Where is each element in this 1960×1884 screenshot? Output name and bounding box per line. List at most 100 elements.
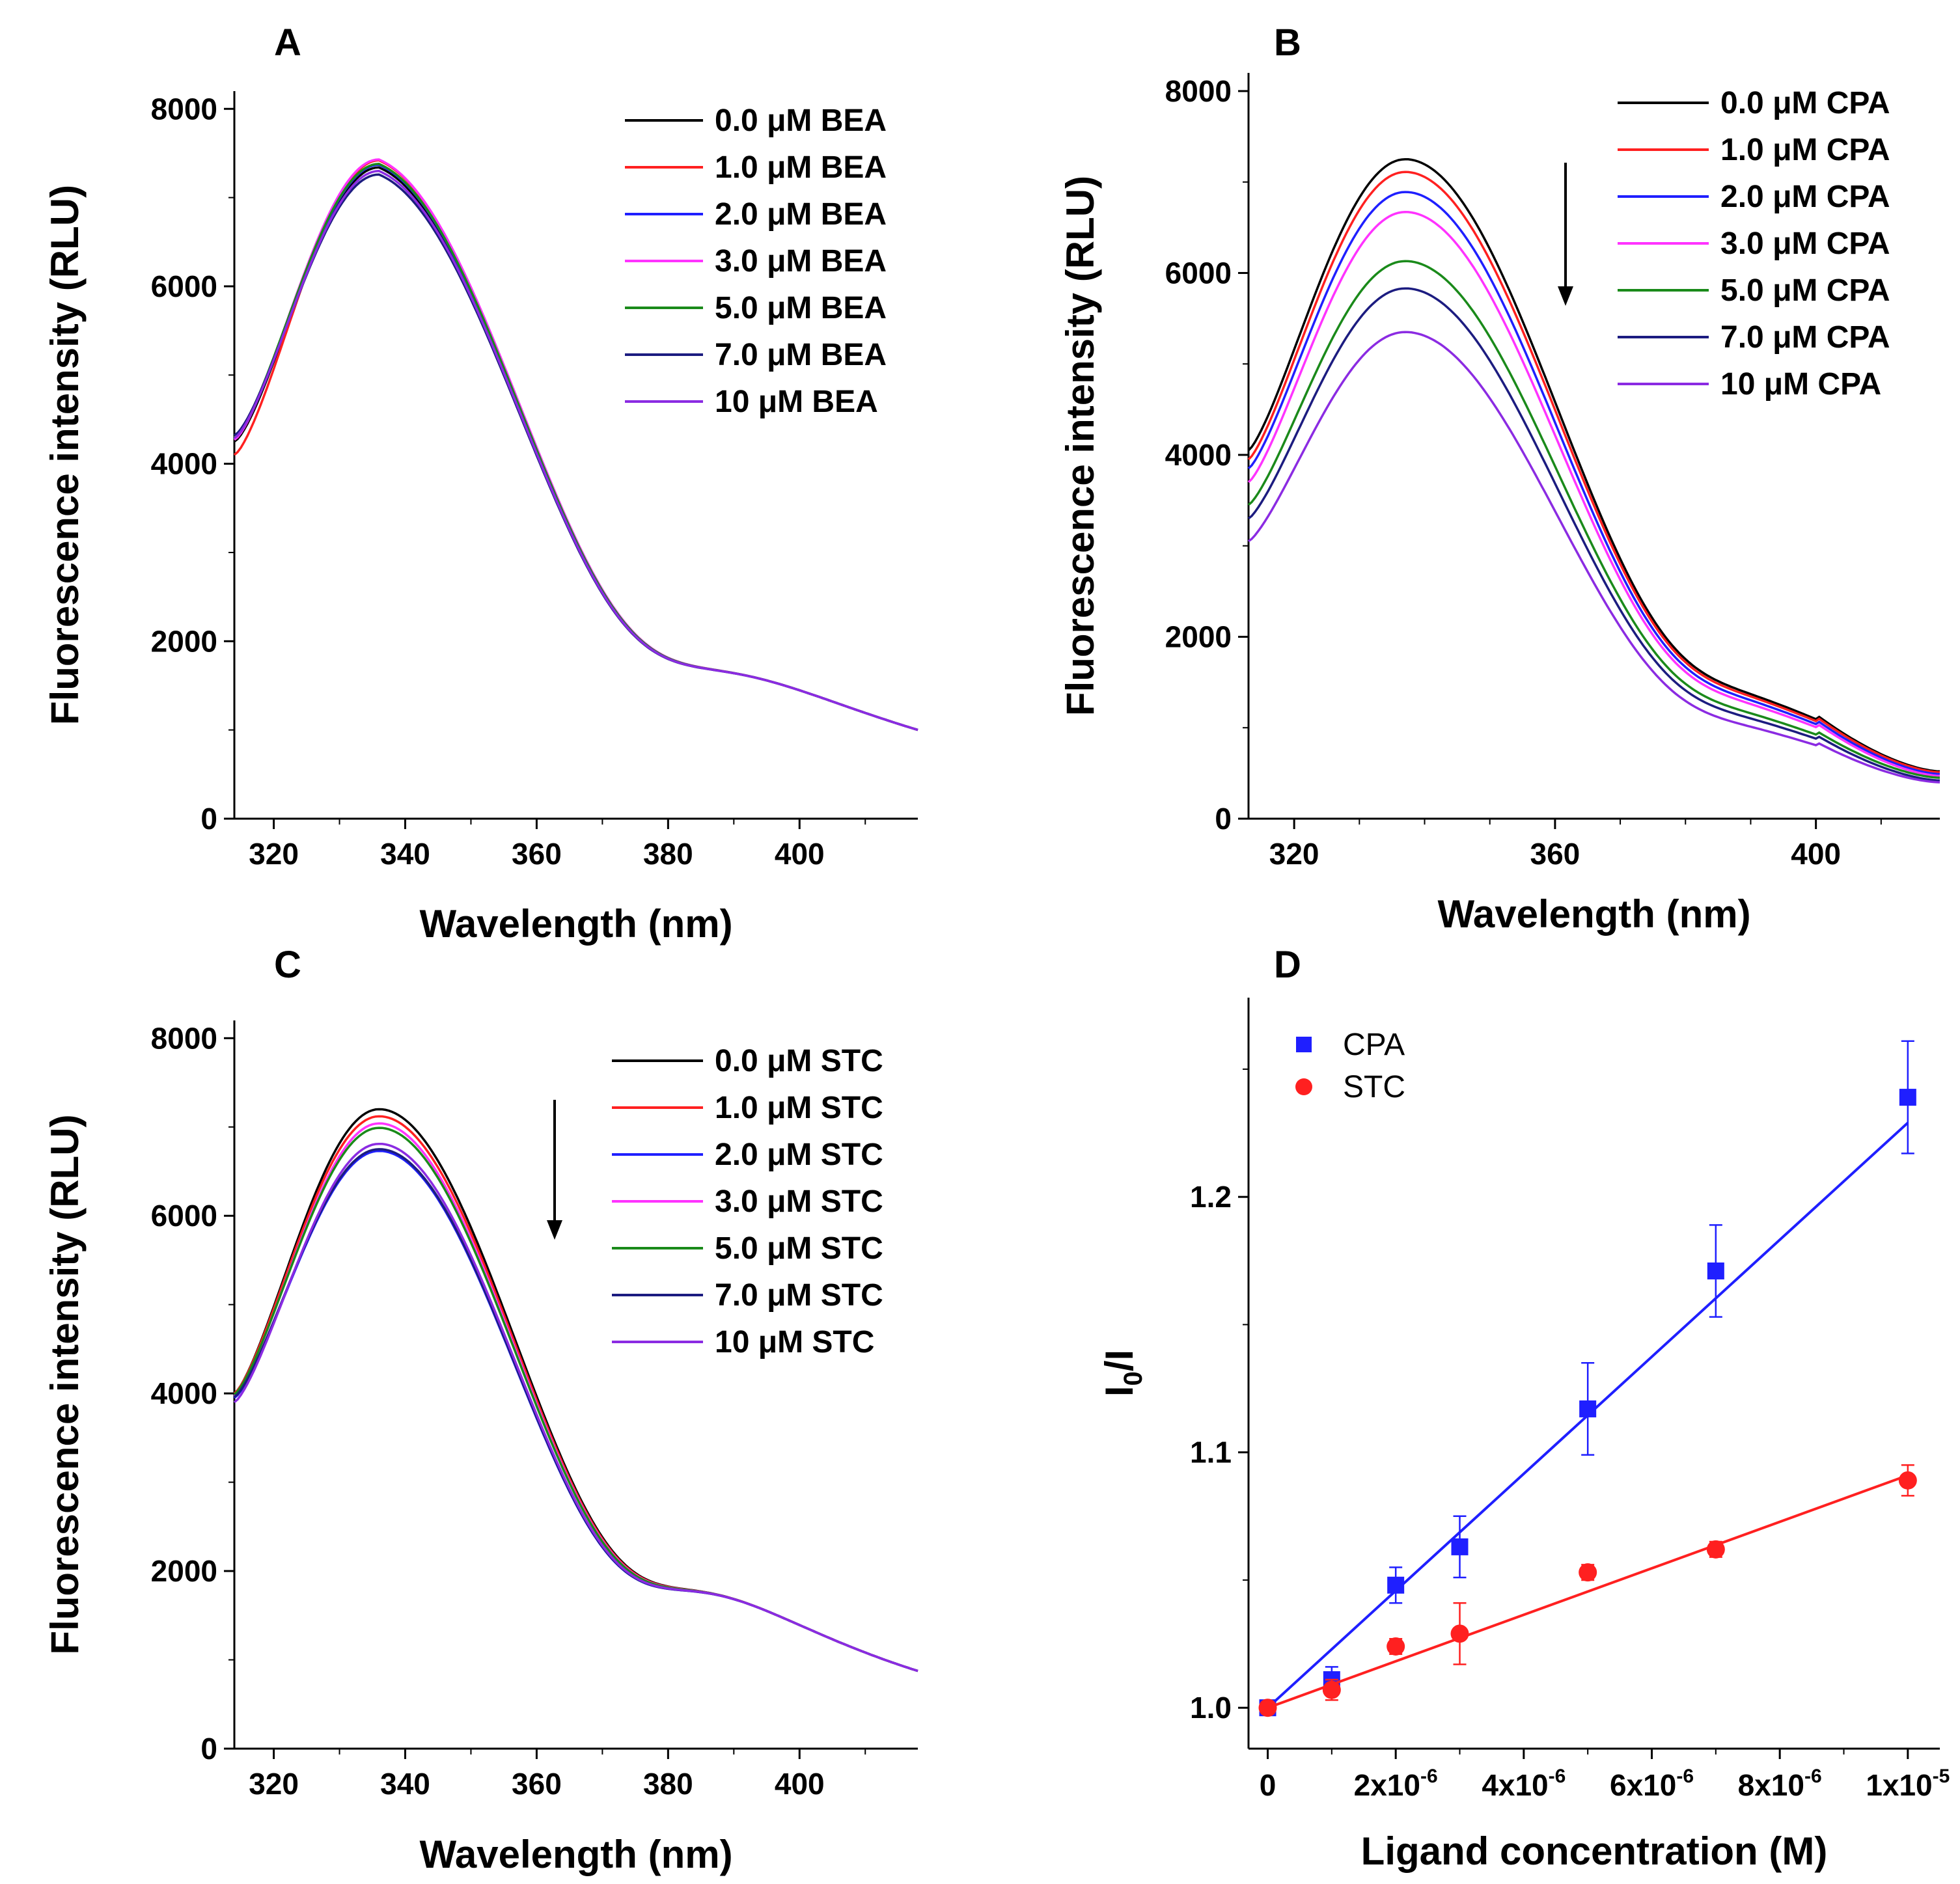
x-tick-label: 400: [775, 1767, 825, 1801]
data-point: [1706, 1540, 1725, 1559]
y-tick-label: 0: [200, 802, 217, 836]
x-tick-exponent: -6: [1420, 1766, 1438, 1787]
panel-label: C: [274, 944, 301, 986]
fit-line: [1267, 1474, 1909, 1710]
legend-label: 3.0 μM STC: [715, 1184, 883, 1219]
x-tick-label: 360: [512, 837, 562, 871]
x-axis-title: Wavelength (nm): [1437, 892, 1750, 936]
data-point: [1451, 1538, 1469, 1555]
y-tick-label: 6000: [151, 269, 217, 303]
y-tick-label: 2000: [151, 1554, 217, 1588]
legend-label: 10 μM STC: [715, 1325, 874, 1359]
series-line-5: [233, 1148, 918, 1672]
legend-label: 5.0 μM BEA: [715, 291, 887, 325]
y-title-tail: /I: [1097, 1350, 1141, 1371]
legend-label: 1.0 μM CPA: [1720, 133, 1890, 167]
legend-label: 7.0 μM STC: [715, 1278, 883, 1313]
series-group: [1247, 158, 1940, 784]
x-tick-label: 380: [643, 1767, 693, 1801]
x-tick-label: 400: [775, 837, 825, 871]
legend-marker: [1295, 1078, 1312, 1095]
legend: 0.0 μM CPA 1.0 μM CPA 2.0 μM CPA 3.0 μM CPA…: [1618, 86, 1890, 402]
x-tick-label: 320: [249, 1767, 299, 1801]
data-point: [1322, 1680, 1341, 1699]
legend-label: 1.0 μM STC: [715, 1091, 883, 1125]
legend-label: 10 μM CPA: [1720, 367, 1881, 402]
x-tick-label: 360: [512, 1767, 562, 1801]
arrow-head: [1558, 286, 1573, 306]
legend-label: 7.0 μM CPA: [1720, 320, 1890, 355]
x-tick-base: 0: [1260, 1768, 1277, 1802]
series-group: [233, 158, 918, 731]
legend-label: 0.0 μM STC: [715, 1044, 883, 1078]
y-tick-label: 4000: [1165, 438, 1232, 472]
series-line-2: [233, 1149, 918, 1672]
data-point: [1579, 1400, 1597, 1417]
y-tick-label: 1.1: [1190, 1436, 1232, 1469]
y-tick-label: 1.2: [1190, 1180, 1232, 1214]
x-tick-exponent: -6: [1804, 1766, 1822, 1787]
x-tick-label: 340: [380, 1767, 430, 1801]
legend-label: 2.0 μM STC: [715, 1138, 883, 1172]
x-tick-exponent: -6: [1676, 1766, 1694, 1787]
data-point: [1579, 1563, 1597, 1582]
y-axis-title: I0/I: [1097, 1350, 1148, 1397]
x-tick-base: 1x10: [1866, 1768, 1932, 1802]
legend-label: STC: [1343, 1070, 1405, 1104]
arrow-head: [547, 1220, 562, 1240]
x-tick-exponent: -6: [1549, 1766, 1566, 1787]
y-tick-label: 8000: [151, 92, 217, 126]
x-tick-label: 380: [643, 837, 693, 871]
series-group: [233, 1108, 918, 1672]
y-tick-label: 0: [200, 1732, 217, 1766]
series-line-5: [1247, 287, 1940, 782]
y-tick-label: 0: [1215, 802, 1232, 836]
series-line-6: [233, 1142, 918, 1672]
panel-d: D1.01.11.20 2x10-6 4x10-6 6x10-6 8x10-6 1x10-…: [1097, 944, 1950, 1873]
y-tick-label: 6000: [151, 1199, 217, 1233]
y-tick-label: 2000: [1165, 620, 1232, 653]
x-tick-base: 2x10: [1354, 1768, 1420, 1802]
x-tick-label: 1x10-5: [1866, 1766, 1950, 1802]
series-line-4: [1247, 260, 1940, 779]
x-axis-title: Wavelength (nm): [419, 902, 732, 946]
legend-label: CPA: [1343, 1028, 1405, 1062]
data-point: [1450, 1624, 1469, 1643]
x-axis-title: Wavelength (nm): [419, 1833, 732, 1876]
y-tick-label: 4000: [151, 1376, 217, 1410]
series-stc: [1258, 1464, 1917, 1717]
series-line-2: [1247, 191, 1940, 776]
x-tick-base: 8x10: [1738, 1768, 1804, 1802]
x-tick-exponent: -5: [1933, 1766, 1950, 1787]
x-tick-label: 8x10-6: [1738, 1766, 1822, 1802]
legend-label: 5.0 μM CPA: [1720, 273, 1890, 308]
y-axis-title: Fluorescence intensity (RLU): [43, 185, 87, 725]
series-line-6: [233, 169, 918, 731]
x-tick-label: 2x10-6: [1354, 1766, 1438, 1802]
series-line-0: [1247, 158, 1940, 773]
legend-label: 7.0 μM BEA: [715, 338, 887, 372]
y-tick-label: 1.0: [1190, 1691, 1232, 1725]
y-tick-label: 8000: [1165, 74, 1232, 108]
x-axis-title: Ligand concentration (M): [1361, 1829, 1828, 1873]
legend-label: 5.0 μM STC: [715, 1231, 883, 1266]
series-line-3: [1247, 211, 1940, 778]
x-tick-label: 4x10-6: [1482, 1766, 1566, 1802]
data-point: [1258, 1699, 1277, 1717]
x-tick-label: 340: [380, 837, 430, 871]
y-axis-title: Fluorescence intensity (RLU): [43, 1114, 87, 1654]
panel-label: B: [1274, 21, 1301, 64]
panel-a: A 0 2000 4000 6000 8000 320 340 360 380 400 Wavelen…: [43, 21, 918, 946]
y-tick-label: 6000: [1165, 256, 1232, 290]
legend-label: 2.0 μM BEA: [715, 197, 887, 232]
legend: 0.0 μM BEA 1.0 μM BEA 2.0 μM BEA 3.0 μM BEA…: [625, 103, 887, 419]
panel-label: D: [1274, 944, 1301, 986]
y-title-main: I: [1097, 1386, 1141, 1397]
y-axis-title: Fluorescence intensity (RLU): [1058, 176, 1102, 716]
x-tick-label: 320: [1269, 837, 1319, 871]
series-cpa: [1259, 1040, 1916, 1717]
data-point: [1898, 1471, 1917, 1490]
legend-label: 3.0 μM CPA: [1720, 226, 1890, 261]
panel-c: C 0 2000 4000 6000 8000 320 340 360 380 400 Wavelen…: [43, 944, 918, 1876]
